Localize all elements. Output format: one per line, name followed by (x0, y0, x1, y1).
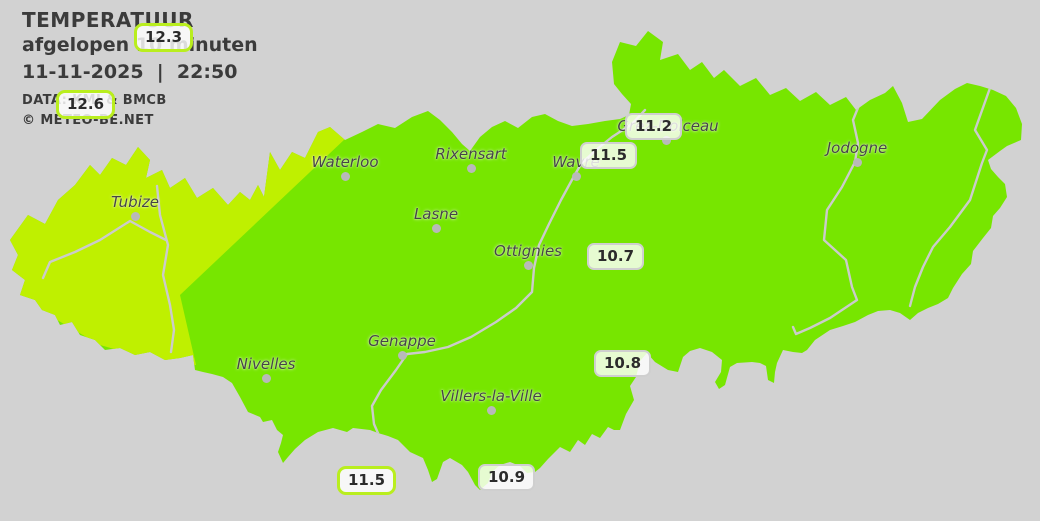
city-marker-dot (661, 135, 671, 145)
city-marker-dot (523, 260, 533, 270)
city-marker-dot (431, 223, 441, 233)
temperature-badge: 11.5 (337, 466, 397, 495)
copyright-label: © METEO-BE.NET (22, 112, 154, 128)
city-marker-dot (466, 163, 476, 173)
city-marker-dot (261, 373, 271, 383)
city-label: Tubize (111, 193, 159, 211)
city-label: Nivelles (236, 355, 296, 373)
city-label: Lasne (413, 205, 459, 223)
temperature-badge: 12.3 (134, 23, 194, 52)
city-marker-dot (340, 171, 350, 181)
temperature-badge: 11.5 (580, 142, 638, 169)
temperature-badge: 10.7 (587, 243, 645, 270)
temperature-badge: 10.9 (478, 464, 536, 491)
datetime-label: 11-11-2025 | 22:50 (22, 60, 238, 83)
river-line-west-branch (41, 219, 168, 280)
city-label: Villers-la-Ville (440, 387, 542, 405)
temperature-badge: 12.6 (56, 90, 116, 119)
city-label: Rixensart (435, 145, 507, 163)
city-label: Jodogne (826, 139, 888, 157)
river-line-far-east (908, 86, 992, 308)
city-label: Genappe (368, 332, 436, 350)
river-line-east (791, 96, 864, 336)
city-marker-dot (130, 211, 140, 221)
city-marker-dot (486, 405, 496, 415)
river-line-west (155, 184, 176, 354)
temperature-badge: 10.8 (594, 350, 652, 377)
city-marker-dot (397, 350, 407, 360)
city-marker-dot (571, 171, 581, 181)
city-label: Ottignies (494, 242, 562, 260)
city-marker-dot (852, 157, 862, 167)
city-label: Waterloo (311, 153, 379, 171)
temperature-badge: 11.2 (625, 113, 683, 140)
